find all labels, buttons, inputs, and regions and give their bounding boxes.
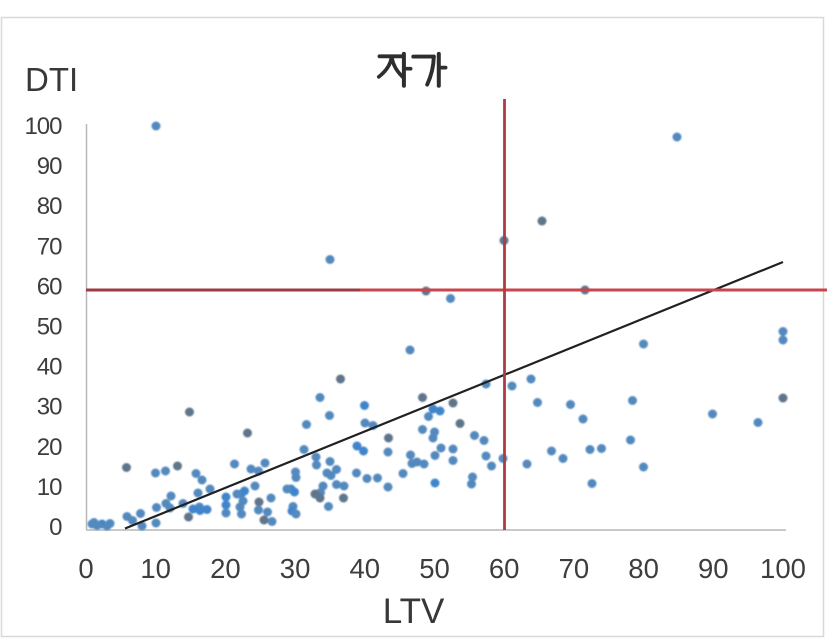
svg-text:80: 80	[628, 553, 659, 584]
svg-text:10: 10	[140, 553, 171, 584]
svg-text:10: 10	[37, 474, 62, 501]
svg-text:60: 60	[489, 553, 520, 584]
svg-text:20: 20	[37, 434, 62, 461]
svg-text:40: 40	[37, 354, 62, 381]
svg-text:20: 20	[210, 553, 241, 584]
svg-text:90: 90	[37, 153, 62, 180]
svg-text:100: 100	[760, 553, 806, 584]
svg-text:50: 50	[419, 553, 450, 584]
svg-text:0: 0	[78, 553, 93, 584]
svg-text:100: 100	[24, 113, 62, 140]
svg-text:70: 70	[559, 553, 590, 584]
svg-text:DTI: DTI	[25, 61, 78, 98]
svg-text:70: 70	[37, 233, 62, 260]
svg-text:30: 30	[37, 394, 62, 421]
svg-text:40: 40	[350, 553, 381, 584]
svg-text:60: 60	[37, 273, 62, 300]
svg-text:50: 50	[37, 314, 62, 341]
svg-text:0: 0	[49, 514, 62, 541]
svg-text:80: 80	[37, 193, 62, 220]
svg-text:LTV: LTV	[383, 592, 445, 631]
svg-text:30: 30	[280, 553, 311, 584]
svg-text:90: 90	[698, 553, 729, 584]
